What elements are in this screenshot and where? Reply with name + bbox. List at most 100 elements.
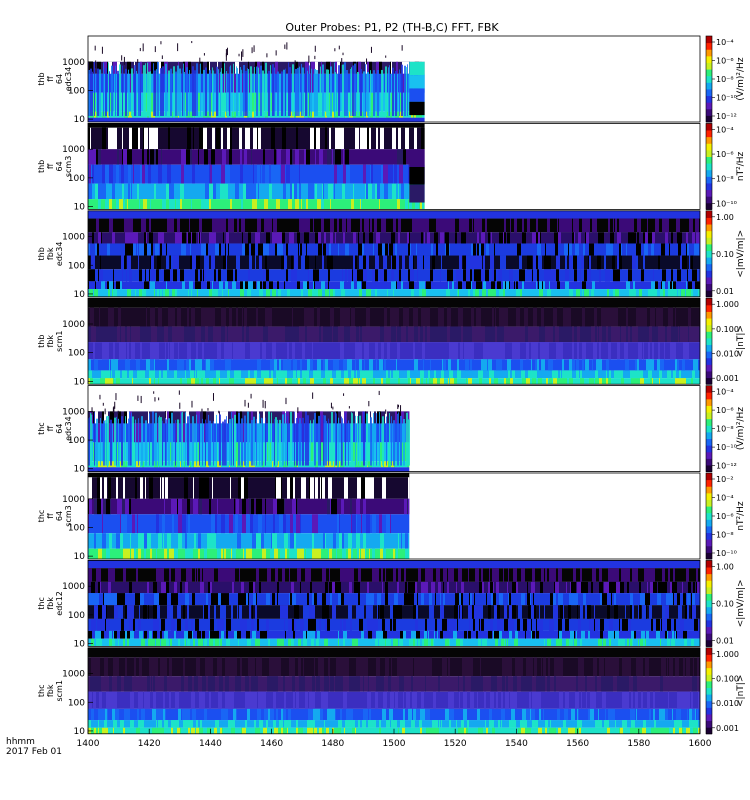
colorbar-tick-label: 1.00: [716, 213, 734, 222]
panel-label-line: 64: [55, 424, 64, 434]
colorbar-tick-label: 1.000: [716, 300, 739, 309]
panel-label-line: fbk: [46, 597, 55, 610]
colorbar-tick-label: 0.100: [716, 674, 739, 683]
panel-label-line: thb: [37, 247, 46, 260]
y-tick-label: 1000: [62, 670, 85, 680]
y-tick-label: 10: [74, 552, 86, 562]
y-tick-label: 1000: [62, 145, 85, 155]
panel-label: thbff64edc34: [37, 67, 73, 92]
colorbar-tick-label: 1.00: [716, 562, 734, 571]
panel-label-line: thc: [37, 422, 46, 435]
panel-label-line: edc12: [55, 591, 64, 616]
panel-label-line: edc34: [64, 416, 73, 441]
colorbar-tick-label: 10⁻⁴: [716, 38, 734, 47]
panel-6: 1000 100 10 thcff64scm3 10⁻² 10⁻⁴ 10⁻⁶ 10⁻⁸ 10⁻¹…: [37, 472, 746, 562]
panel-label-line: 64: [55, 511, 64, 521]
colorbar-tick-label: 10⁻⁶: [716, 406, 734, 415]
panel-label-line: scm1: [55, 330, 64, 351]
y-tick-label: 100: [68, 698, 85, 708]
colorbar-tick-label: 0.01: [716, 636, 734, 645]
panel-label-line: ff: [46, 76, 55, 82]
x-tick-label: 1580: [627, 739, 650, 749]
panel-label-line: scm3: [64, 156, 73, 177]
y-tick-label: 10: [74, 640, 86, 650]
x-tick-label: 1420: [138, 739, 161, 749]
colorbar: 10⁻² 10⁻⁴ 10⁻⁶ 10⁻⁸ 10⁻¹⁰ nT²/Hz: [705, 472, 746, 560]
x-tick-label: 1600: [689, 739, 712, 749]
y-tick-label: 1000: [62, 582, 85, 592]
colorbar-tick-label: 10⁻¹⁰: [716, 549, 737, 558]
panel-label: thbfbkscm1: [37, 330, 64, 351]
panel-4: 1000 100 10 thbfbkscm1 1.000 0.100 0.010 0.001 <…: [37, 297, 746, 387]
colorbar-unit-label: (V/m)²/Hz: [736, 57, 746, 100]
colorbar: 10⁻⁴ 10⁻⁶ 10⁻⁸ 10⁻¹⁰ 10⁻¹² (V/m)²/Hz: [705, 385, 746, 473]
panel-5: 100010010thcff64edc3410⁻⁴10⁻⁶10⁻⁸10⁻¹⁰10…: [37, 385, 746, 475]
colorbar-tick-label: 10⁻⁸: [716, 531, 734, 540]
panel-8: 1000 100 10 thcfbkscm1 1.000 0.100 0.010 0.001 <…: [37, 647, 746, 737]
panel-label-line: 64: [55, 161, 64, 171]
colorbar-tick-label: 0.010: [716, 350, 739, 359]
panel-label-line: fbk: [46, 247, 55, 260]
colorbar-unit-label: <|nT|>: [736, 675, 746, 707]
colorbar-tick-label: 10⁻¹⁰: [716, 443, 737, 452]
y-tick-label: 100: [68, 349, 85, 359]
panel-label: thbfbkedc34: [37, 242, 64, 267]
panel-label-line: thb: [37, 335, 46, 348]
colorbar-tick-label: 10⁻¹²: [716, 462, 737, 471]
x-tick-label: 1540: [505, 739, 528, 749]
y-tick-label: 100: [68, 86, 85, 96]
colorbar-tick-label: 0.001: [716, 374, 739, 383]
y-tick-label: 1000: [62, 233, 85, 243]
spectrogram-image: [88, 473, 410, 559]
panel-label-line: edc34: [55, 242, 64, 267]
colorbar-unit-label: <|nT|>: [736, 325, 746, 357]
y-tick-label: 1000: [62, 320, 85, 330]
colorbar: 1.00 0.10 0.01<|mV/m|>: [705, 210, 746, 298]
x-axis-label-date: 2017 Feb 01: [6, 747, 62, 757]
y-tick-label: 100: [68, 611, 85, 621]
spectrogram-image: [88, 123, 425, 210]
panel-label-line: thb: [37, 160, 46, 173]
panel-label: thbff64scm3: [37, 156, 73, 177]
panel-label-line: fbk: [46, 684, 55, 697]
colorbar-tick-label: 10⁻⁸: [716, 175, 734, 184]
y-tick-label: 100: [68, 261, 85, 271]
x-tick-label: 1400: [77, 739, 100, 749]
colorbar-tick-label: 10⁻¹⁰: [716, 199, 737, 208]
colorbar-tick-label: 10⁻¹²: [716, 112, 737, 121]
y-tick-label: 10: [74, 377, 86, 387]
panel-frame: [87, 297, 701, 385]
panel-label: thcfbkedc12: [37, 591, 64, 616]
colorbar-tick-label: 10⁻⁶: [716, 512, 734, 521]
spectrogram-image: [88, 298, 700, 385]
colorbar-tick-label: 0.010: [716, 699, 739, 708]
panel-label-line: fbk: [46, 335, 55, 348]
colorbar: 1.000 0.100 0.010 0.001 <|nT|>: [705, 647, 746, 735]
y-tick-label: 10: [74, 203, 86, 213]
panel-label-line: thc: [37, 597, 46, 610]
panel-frame: [87, 35, 701, 123]
colorbar-tick-label: 10⁻¹⁰: [716, 94, 737, 103]
panel-label-line: ff: [46, 163, 55, 169]
x-tick-label: 1560: [566, 739, 589, 749]
panel-3: 1000 100 10 thbfbkedc34 1.00 0.10 0.01<|mV/m|>: [37, 210, 746, 300]
panel-frame: [87, 123, 701, 210]
panel-label-line: thc: [37, 684, 46, 697]
y-tick-label: 1000: [62, 407, 85, 417]
panel-label-line: thc: [37, 510, 46, 523]
spectrogram-image: [88, 647, 700, 734]
x-tick-label: 1460: [260, 739, 283, 749]
spectrogram-image: [88, 560, 700, 647]
y-tick-label: 1000: [62, 495, 85, 505]
panel-1: 100010010thbff64edc3410⁻⁴10⁻⁶10⁻⁸10⁻¹⁰10…: [37, 35, 746, 125]
panel-label: thcff64edc34: [37, 416, 73, 441]
colorbar-tick-label: 0.001: [716, 724, 739, 733]
colorbar-tick-label: 10⁻⁸: [716, 425, 734, 434]
y-tick-label: 1000: [62, 58, 85, 68]
panel-2: 1000 100 10 thbff64scm3 10⁻⁴ 10⁻⁶ 10⁻⁸ 10⁻¹⁰ nT²…: [37, 123, 746, 213]
panel-frame: [87, 560, 701, 647]
y-tick-label: 10: [74, 727, 86, 737]
y-tick-label: 10: [74, 115, 86, 125]
colorbar-unit-label: <|mV/m|>: [736, 579, 746, 627]
colorbar-tick-label: 0.01: [716, 287, 734, 296]
